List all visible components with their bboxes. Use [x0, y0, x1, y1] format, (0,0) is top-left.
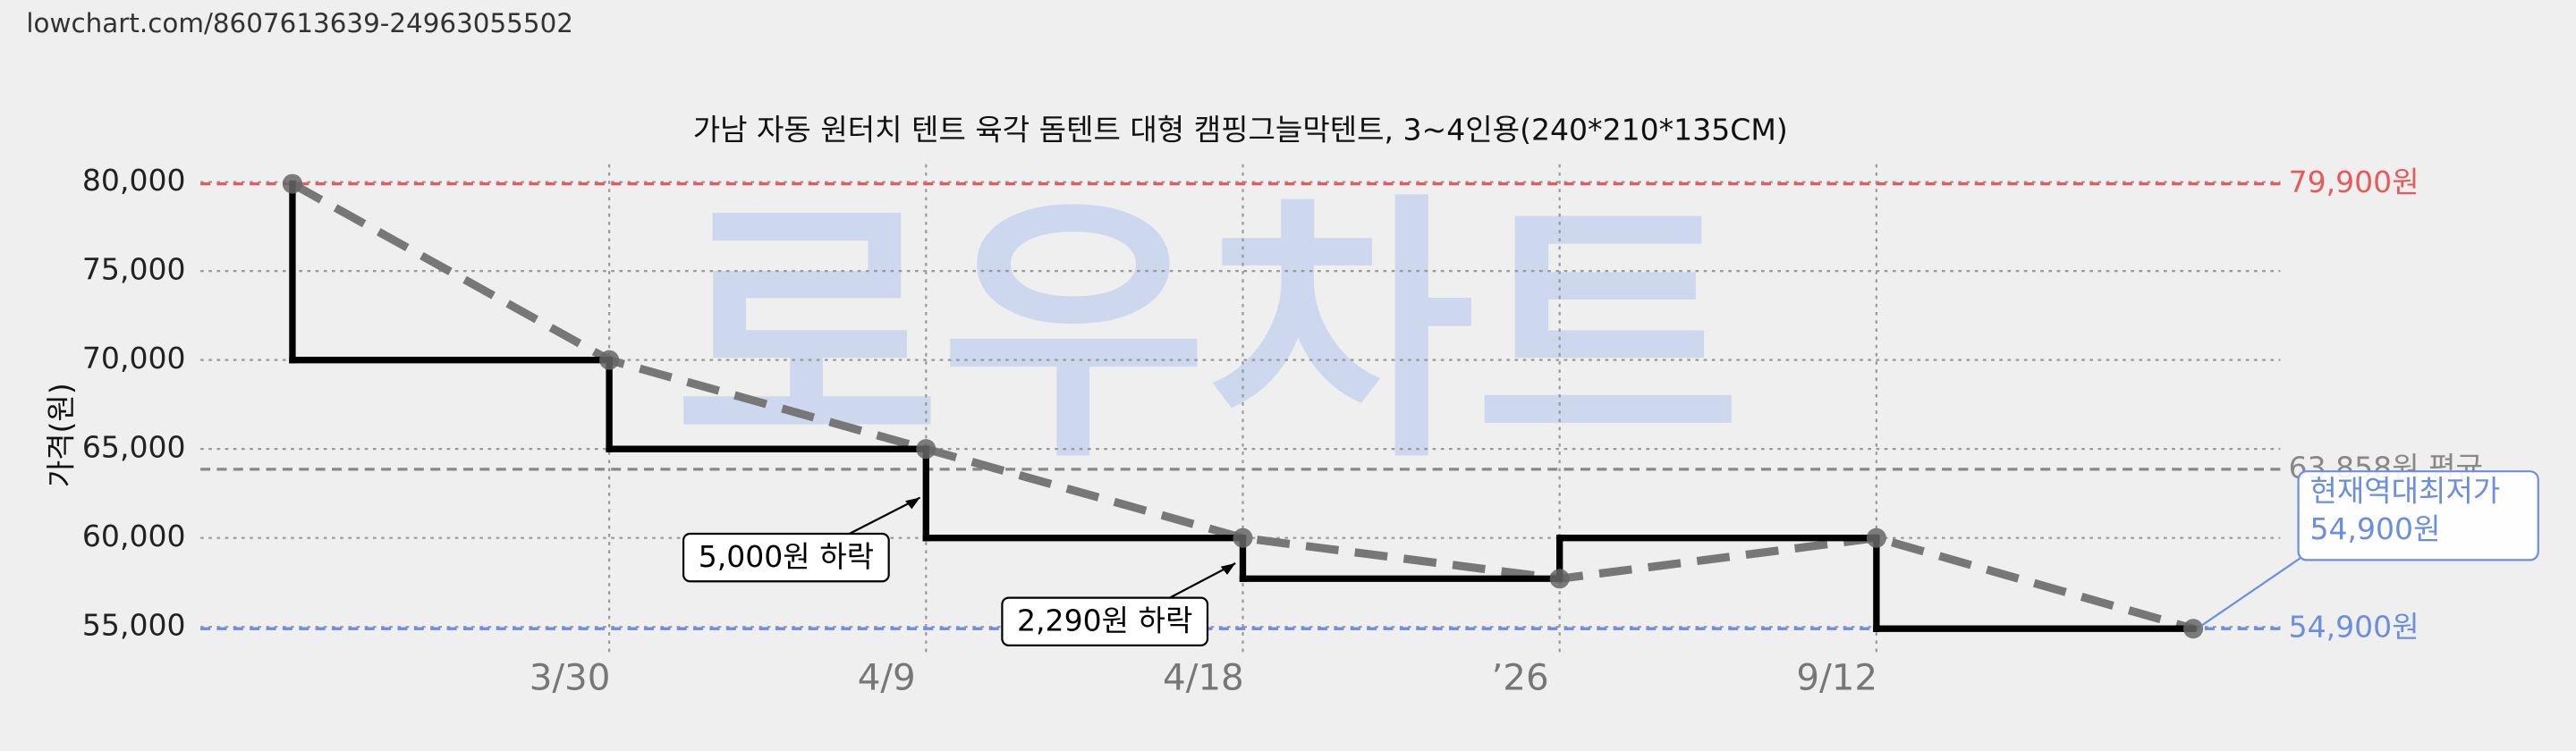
price-point — [916, 439, 936, 460]
annotation-box — [682, 532, 890, 583]
price-point — [1866, 527, 1886, 548]
reference-label: 54,900원 — [2289, 610, 2419, 645]
watermark: 로우차트 — [674, 170, 1741, 495]
price-point — [599, 350, 620, 370]
y-tick-label: 65,000 — [82, 430, 186, 465]
y-axis-label: 가격(원) — [43, 383, 78, 487]
y-tick-label: 75,000 — [82, 252, 186, 287]
url: lowchart.com/8607613639-24963055502 — [26, 8, 573, 38]
chart-title: 가남 자동 원터치 텐트 육각 돔텐트 대형 캠핑그늘막텐트, 3~4인용(24… — [693, 112, 1788, 147]
price-point — [282, 173, 302, 194]
y-tick-label: 55,000 — [82, 608, 186, 643]
x-tick-label: 9/12 — [1796, 655, 1877, 698]
reference-label: 79,900원 — [2289, 165, 2419, 199]
x-tick-label: ’26 — [1491, 655, 1548, 698]
x-tick-label: 4/18 — [1163, 655, 1244, 698]
callout-box — [2297, 470, 2539, 561]
annotation-text: 2,290원 하락 — [1017, 603, 1192, 638]
x-tick-label: 4/9 — [858, 655, 916, 698]
y-tick-label: 70,000 — [82, 341, 186, 376]
annotation-arrowhead — [905, 497, 920, 510]
price-point — [1233, 527, 1253, 548]
price-point — [2183, 619, 2204, 639]
annotation-box — [1001, 596, 1209, 646]
x-tick-label: 3/30 — [530, 655, 611, 698]
annotation-text: 5,000원 하락 — [699, 539, 874, 574]
price-point — [1549, 569, 1570, 589]
annotation-arrowhead — [1220, 563, 1236, 575]
callout-arrow — [2200, 557, 2301, 627]
y-tick-label: 80,000 — [82, 163, 186, 198]
y-tick-label: 60,000 — [82, 519, 186, 553]
callout-text: 54,900원 — [2309, 511, 2440, 546]
callout-text: 현재역대최저가 — [2309, 474, 2500, 509]
